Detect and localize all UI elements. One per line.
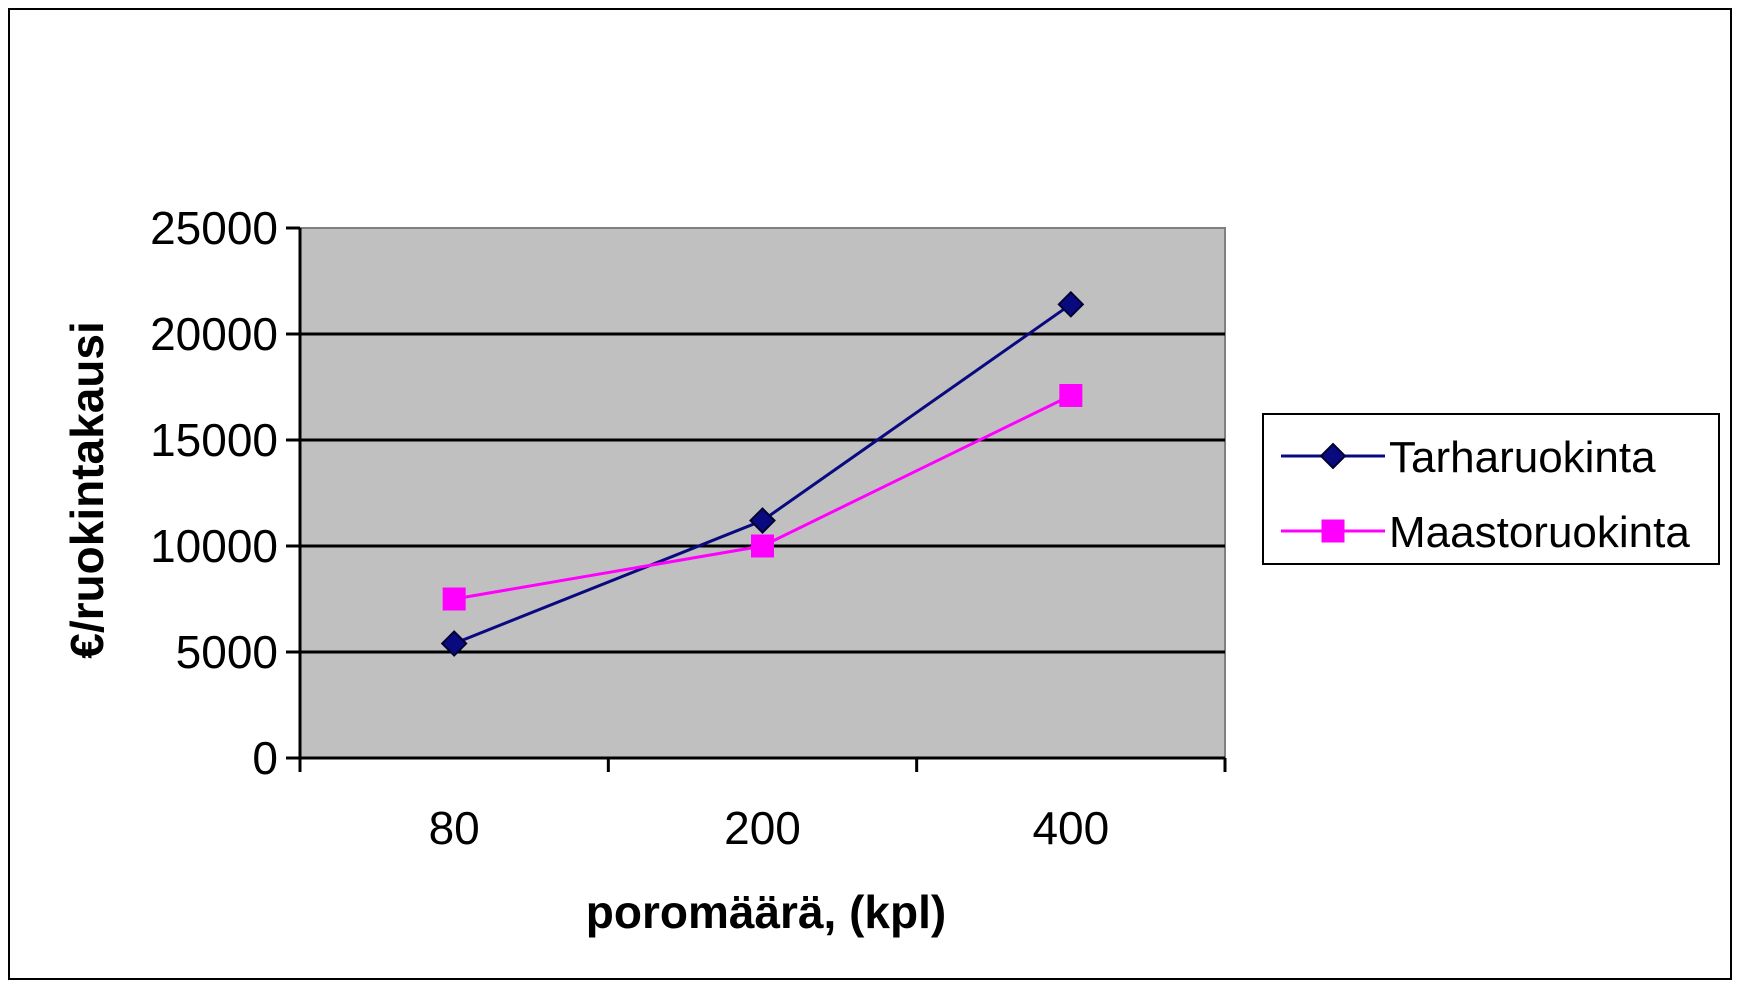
data-point-marker [1059, 383, 1083, 407]
data-point-marker [440, 630, 468, 657]
x-tick-label: 200 [724, 802, 801, 854]
y-axis-title: €/ruokintakausi [61, 321, 113, 658]
legend: Tarharuokinta Maastoruokinta [1262, 413, 1720, 565]
legend-label: Maastoruokinta [1389, 508, 1690, 557]
data-point-marker [751, 534, 774, 558]
legend-marker [1321, 519, 1345, 543]
series-layer [440, 290, 1085, 657]
legend-marker [1319, 442, 1347, 470]
series-maastoruokinta [442, 383, 1083, 611]
legend-item: Maastoruokinta [1281, 508, 1690, 557]
y-tick-label: 10000 [150, 520, 278, 572]
x-tick-label: 80 [429, 802, 480, 854]
data-point-marker [1057, 290, 1085, 318]
plot-area [299, 227, 1226, 759]
series-tarharuokinta [440, 290, 1085, 657]
y-tick-label: 15000 [150, 414, 278, 466]
legend-item: Tarharuokinta [1281, 433, 1656, 482]
axes: 0 5000 10000 15000 20000 25000 80 200 400 [150, 202, 1227, 854]
y-tick-label: 20000 [150, 308, 278, 360]
data-point-marker [442, 587, 466, 611]
data-point-marker [749, 507, 776, 534]
x-axis-title: poromäärä, (kpl) [586, 886, 946, 938]
y-tick-label: 5000 [176, 626, 278, 678]
y-tick-label: 0 [252, 732, 278, 784]
x-tick-label: 400 [1032, 802, 1109, 854]
legend-label: Tarharuokinta [1389, 433, 1656, 482]
y-tick-label: 25000 [150, 202, 278, 254]
